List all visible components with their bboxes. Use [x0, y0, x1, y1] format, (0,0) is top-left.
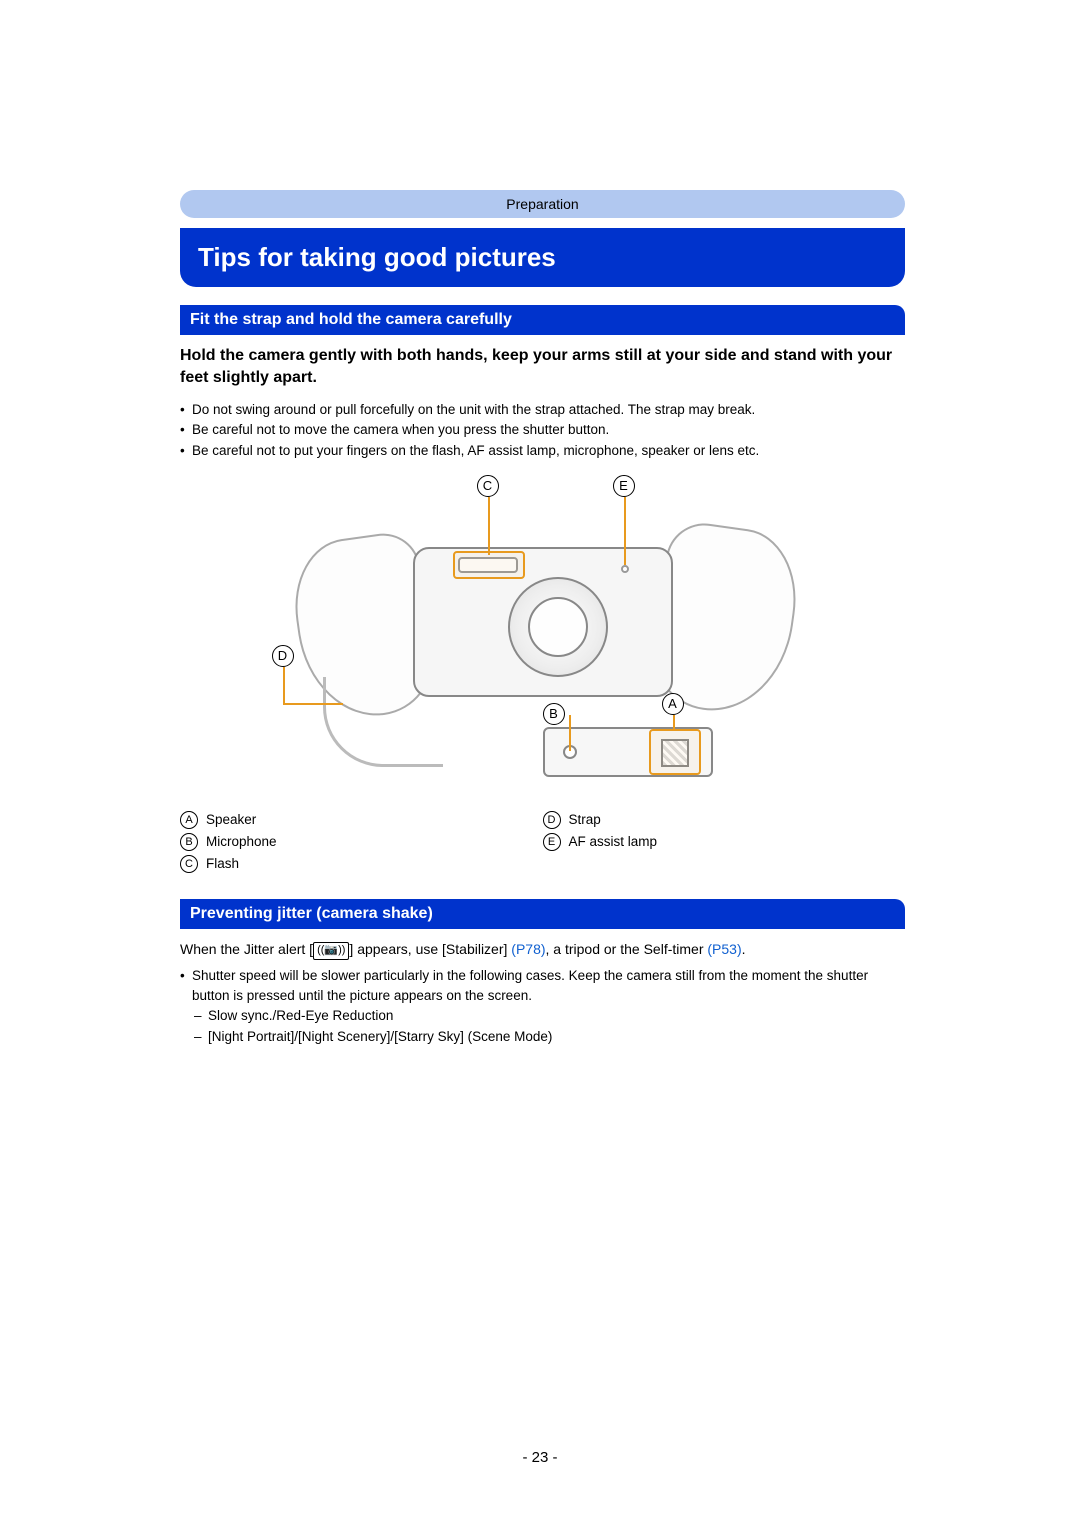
bullet-text: Shutter speed will be slower particularl…	[192, 966, 905, 1007]
legend-letter-icon: B	[180, 833, 198, 851]
section2-bullets: •Shutter speed will be slower particular…	[180, 966, 905, 1047]
legend-item: A Speaker	[180, 811, 543, 829]
jitter-paragraph: When the Jitter alert [((📷))] appears, u…	[180, 939, 905, 960]
jitter-text-mid2: , a tripod or the Self-timer	[546, 941, 708, 957]
dash-icon: –	[194, 1027, 208, 1047]
bullet-dot-icon: •	[180, 420, 192, 440]
bullet-text: Be careful not to move the camera when y…	[192, 420, 609, 440]
section1-bullets: •Do not swing around or pull forcefully …	[180, 400, 905, 461]
callout-b: B	[543, 703, 565, 725]
legend-text: Flash	[206, 856, 239, 871]
leader-e	[624, 497, 626, 565]
link-p53[interactable]: (P53)	[707, 941, 741, 957]
legend-col-left: A Speaker B Microphone C Flash	[180, 811, 543, 877]
legend-text: Strap	[569, 812, 601, 827]
jitter-text-pre: When the Jitter alert [	[180, 941, 313, 957]
jitter-text-post: .	[742, 941, 746, 957]
lens-inner-illustration	[528, 597, 588, 657]
callout-d: D	[272, 645, 294, 667]
leader-a-v	[673, 715, 675, 731]
link-p78[interactable]: (P78)	[511, 941, 545, 957]
bullet-text: Do not swing around or pull forcefully o…	[192, 400, 755, 420]
legend-item: E AF assist lamp	[543, 833, 906, 851]
bullet-dot-icon: •	[180, 441, 192, 461]
section-heading-2: Preventing jitter (camera shake)	[180, 899, 905, 929]
dash-item: –[Night Portrait]/[Night Scenery]/[Starr…	[180, 1027, 905, 1047]
dash-item: –Slow sync./Red-Eye Reduction	[180, 1006, 905, 1026]
af-lamp-illustration	[621, 565, 629, 573]
callout-c: C	[477, 475, 499, 497]
section-heading-1: Fit the strap and hold the camera carefu…	[180, 305, 905, 335]
bullet-dot-icon: •	[180, 966, 192, 1007]
manual-page: Preparation Tips for taking good picture…	[0, 0, 1080, 1526]
dash-text: Slow sync./Red-Eye Reduction	[208, 1006, 393, 1026]
camera-diagram: C E D B A	[263, 477, 823, 797]
bullet-item: •Do not swing around or pull forcefully …	[180, 400, 905, 420]
highlight-flash	[453, 551, 525, 579]
legend-letter-icon: D	[543, 811, 561, 829]
legend-letter-icon: C	[180, 855, 198, 873]
page-title-bar: Tips for taking good pictures	[180, 228, 905, 287]
legend-text: Microphone	[206, 834, 277, 849]
page-title: Tips for taking good pictures	[198, 242, 887, 273]
leader-c	[488, 497, 490, 555]
legend-item: D Strap	[543, 811, 906, 829]
bullet-dot-icon: •	[180, 400, 192, 420]
legend-letter-icon: E	[543, 833, 561, 851]
breadcrumb-bar: Preparation	[180, 190, 905, 218]
legend-text: Speaker	[206, 812, 256, 827]
leader-d-v	[283, 667, 285, 705]
diagram-legend: A Speaker B Microphone C Flash D Strap E AF a…	[180, 811, 905, 877]
camera-diagram-wrap: C E D B A	[180, 477, 905, 797]
leader-b-v	[569, 715, 571, 751]
legend-letter-icon: A	[180, 811, 198, 829]
jitter-text-mid1: ] appears, use [Stabilizer]	[349, 941, 511, 957]
legend-text: AF assist lamp	[569, 834, 658, 849]
page-number: - 23 -	[0, 1449, 1080, 1466]
callout-e: E	[613, 475, 635, 497]
bullet-item: •Be careful not to put your fingers on t…	[180, 441, 905, 461]
bullet-text: Be careful not to put your fingers on th…	[192, 441, 759, 461]
legend-item: B Microphone	[180, 833, 543, 851]
dash-icon: –	[194, 1006, 208, 1026]
bullet-item: •Shutter speed will be slower particular…	[180, 966, 905, 1007]
bullet-item: •Be careful not to move the camera when …	[180, 420, 905, 440]
legend-item: C Flash	[180, 855, 543, 873]
breadcrumb-text: Preparation	[506, 196, 578, 212]
leader-d-h	[283, 703, 343, 705]
jitter-alert-icon: ((📷))	[313, 942, 349, 960]
section1-bold-paragraph: Hold the camera gently with both hands, …	[180, 345, 905, 388]
callout-a: A	[662, 693, 684, 715]
legend-col-right: D Strap E AF assist lamp	[543, 811, 906, 877]
highlight-speaker	[649, 729, 701, 775]
dash-text: [Night Portrait]/[Night Scenery]/[Starry…	[208, 1027, 552, 1047]
